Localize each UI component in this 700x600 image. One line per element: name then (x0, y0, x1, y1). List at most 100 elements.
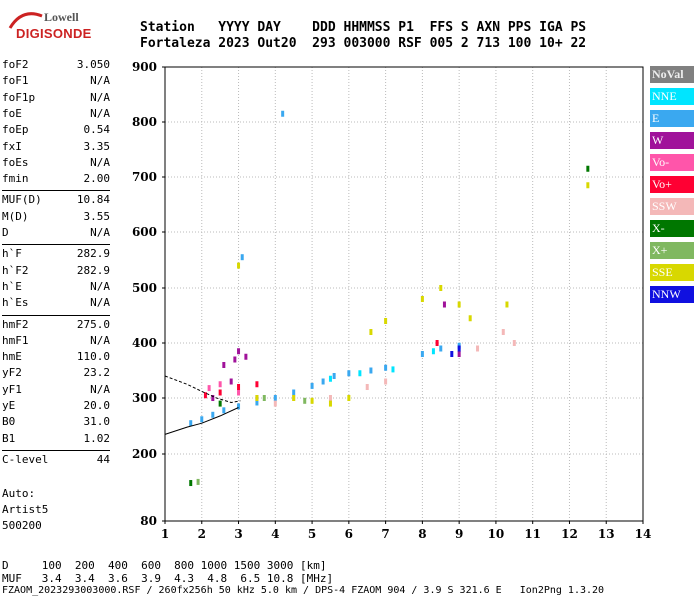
data-point-e (211, 411, 215, 418)
data-point-w (442, 301, 446, 308)
y-tick-label: 700 (132, 170, 157, 184)
param-row: D N/A (2, 226, 110, 242)
param-value: N/A (90, 382, 110, 396)
data-point-e (332, 373, 336, 379)
data-point-ssw (365, 384, 369, 390)
legend-item-sse: SSE (650, 264, 694, 281)
param-row: MUF(D) 10.84 (2, 193, 110, 209)
param-row: B1 1.02 (2, 432, 110, 448)
data-point-e (222, 407, 226, 414)
param-row: hmE 110.0 (2, 350, 110, 366)
legend-item-nnw: NNW (650, 286, 694, 303)
x-tick-label: 1 (161, 527, 169, 541)
data-point-e (420, 351, 424, 357)
param-value: 44 (96, 452, 110, 466)
data-point-e (292, 389, 296, 396)
param-row: hmF1 N/A (2, 334, 110, 350)
x-tick-label: 11 (524, 527, 541, 541)
data-point-e (237, 403, 241, 410)
data-point-e (310, 382, 314, 389)
y-tick-label: 900 (132, 60, 157, 74)
param-row: h`E N/A (2, 280, 110, 296)
data-point-nne (431, 348, 435, 355)
param-key: yF1 (2, 382, 22, 396)
data-point-vo (218, 381, 222, 388)
x-tick-label: 3 (234, 527, 242, 541)
data-point-e (273, 395, 277, 401)
param-value: 2.00 (83, 172, 111, 186)
data-point-vo (203, 392, 207, 399)
ionogram-chart: 1 2 3 4 5 6 7 8 9 10 11 12 13 14802003004005006007008… (132, 60, 651, 541)
y-tick-label: 500 (132, 281, 157, 295)
param-key: D (2, 226, 9, 239)
data-point-w (222, 362, 226, 368)
y-tick-label: 80 (140, 514, 157, 528)
data-point-e (439, 345, 443, 352)
muf-distance-row: D 100 200 400 600 800 1000 1500 3000 [km… (2, 559, 327, 572)
param-key: M(D) (2, 209, 29, 223)
y-tick-label: 800 (132, 115, 157, 129)
param-key: B0 (2, 415, 16, 429)
separator (2, 449, 110, 451)
auto-line1: Auto: (2, 487, 36, 500)
profile-line (164, 407, 239, 435)
param-row: foF1 N/A (2, 74, 110, 90)
legend-item-ssw: SSW (650, 198, 694, 215)
legend-item-vo: Vo- (650, 154, 694, 171)
profile-line (164, 375, 241, 404)
data-point-vo (207, 385, 211, 392)
chart-grid (165, 67, 643, 521)
data-point-e (200, 416, 204, 423)
data-point-e (281, 110, 285, 117)
header-labels: Station YYYY DAY DDD HHMMSS P1 FFS S AXN… (140, 20, 587, 35)
data-point-sse (457, 301, 461, 308)
x-tick-label: 13 (598, 527, 615, 541)
data-point-e (255, 399, 259, 406)
data-point-x (196, 478, 200, 485)
param-value: 3.55 (83, 209, 111, 223)
param-row: foEp 0.54 (2, 123, 110, 139)
x-tick-label: 4 (271, 527, 279, 541)
param-value: N/A (90, 74, 110, 88)
legend-item-noval: NoVal (650, 66, 694, 83)
data-point-e (347, 370, 351, 377)
data-point-vo (218, 389, 222, 396)
param-row: h`F2 282.9 (2, 264, 110, 280)
x-tick-label: 10 (488, 527, 505, 541)
data-point-e (321, 378, 325, 385)
param-row: h`F 282.9 (2, 247, 110, 263)
param-row: C-level 44 (2, 453, 110, 469)
param-value: 0.54 (83, 123, 111, 137)
data-point-nne (391, 366, 395, 373)
param-value: N/A (90, 333, 110, 347)
param-row: hmF2 275.0 (2, 318, 110, 334)
y-tick-label: 300 (132, 391, 157, 405)
param-value: N/A (90, 226, 110, 239)
param-key: hmF1 (2, 333, 29, 347)
legend: NoVal NNE E W Vo- Vo+ SSW X- X+ SSE NNW (650, 66, 694, 308)
data-point-sse (328, 400, 332, 407)
param-row: yE 20.0 (2, 399, 110, 415)
param-row: fmin 2.00 (2, 172, 110, 188)
data-point-nne (328, 375, 332, 382)
param-row: foE N/A (2, 107, 110, 123)
param-row: foF2 3.050 (2, 58, 110, 74)
separator (2, 190, 110, 192)
param-value: N/A (90, 155, 110, 169)
param-row: foF1p N/A (2, 91, 110, 107)
muf-value-row: MUF 3.4 3.4 3.6 3.9 4.3 4.8 6.5 10.8 [MH… (2, 572, 334, 585)
data-point-vo (435, 340, 439, 346)
param-value: 275.0 (76, 317, 110, 331)
data-point-sse (369, 329, 373, 335)
param-value: 1.02 (83, 431, 111, 445)
data-point-nnw (450, 351, 454, 357)
auto-info: Auto: Artist5 500200 (2, 486, 48, 534)
data-point-sse (310, 397, 314, 404)
param-key: h`E (2, 279, 22, 293)
data-point-x (303, 397, 307, 404)
data-point-ssw (476, 345, 480, 352)
param-value: 282.9 (76, 247, 110, 261)
data-point-vo (237, 384, 241, 390)
param-row: foEs N/A (2, 156, 110, 172)
x-tick-label: 6 (345, 527, 353, 541)
